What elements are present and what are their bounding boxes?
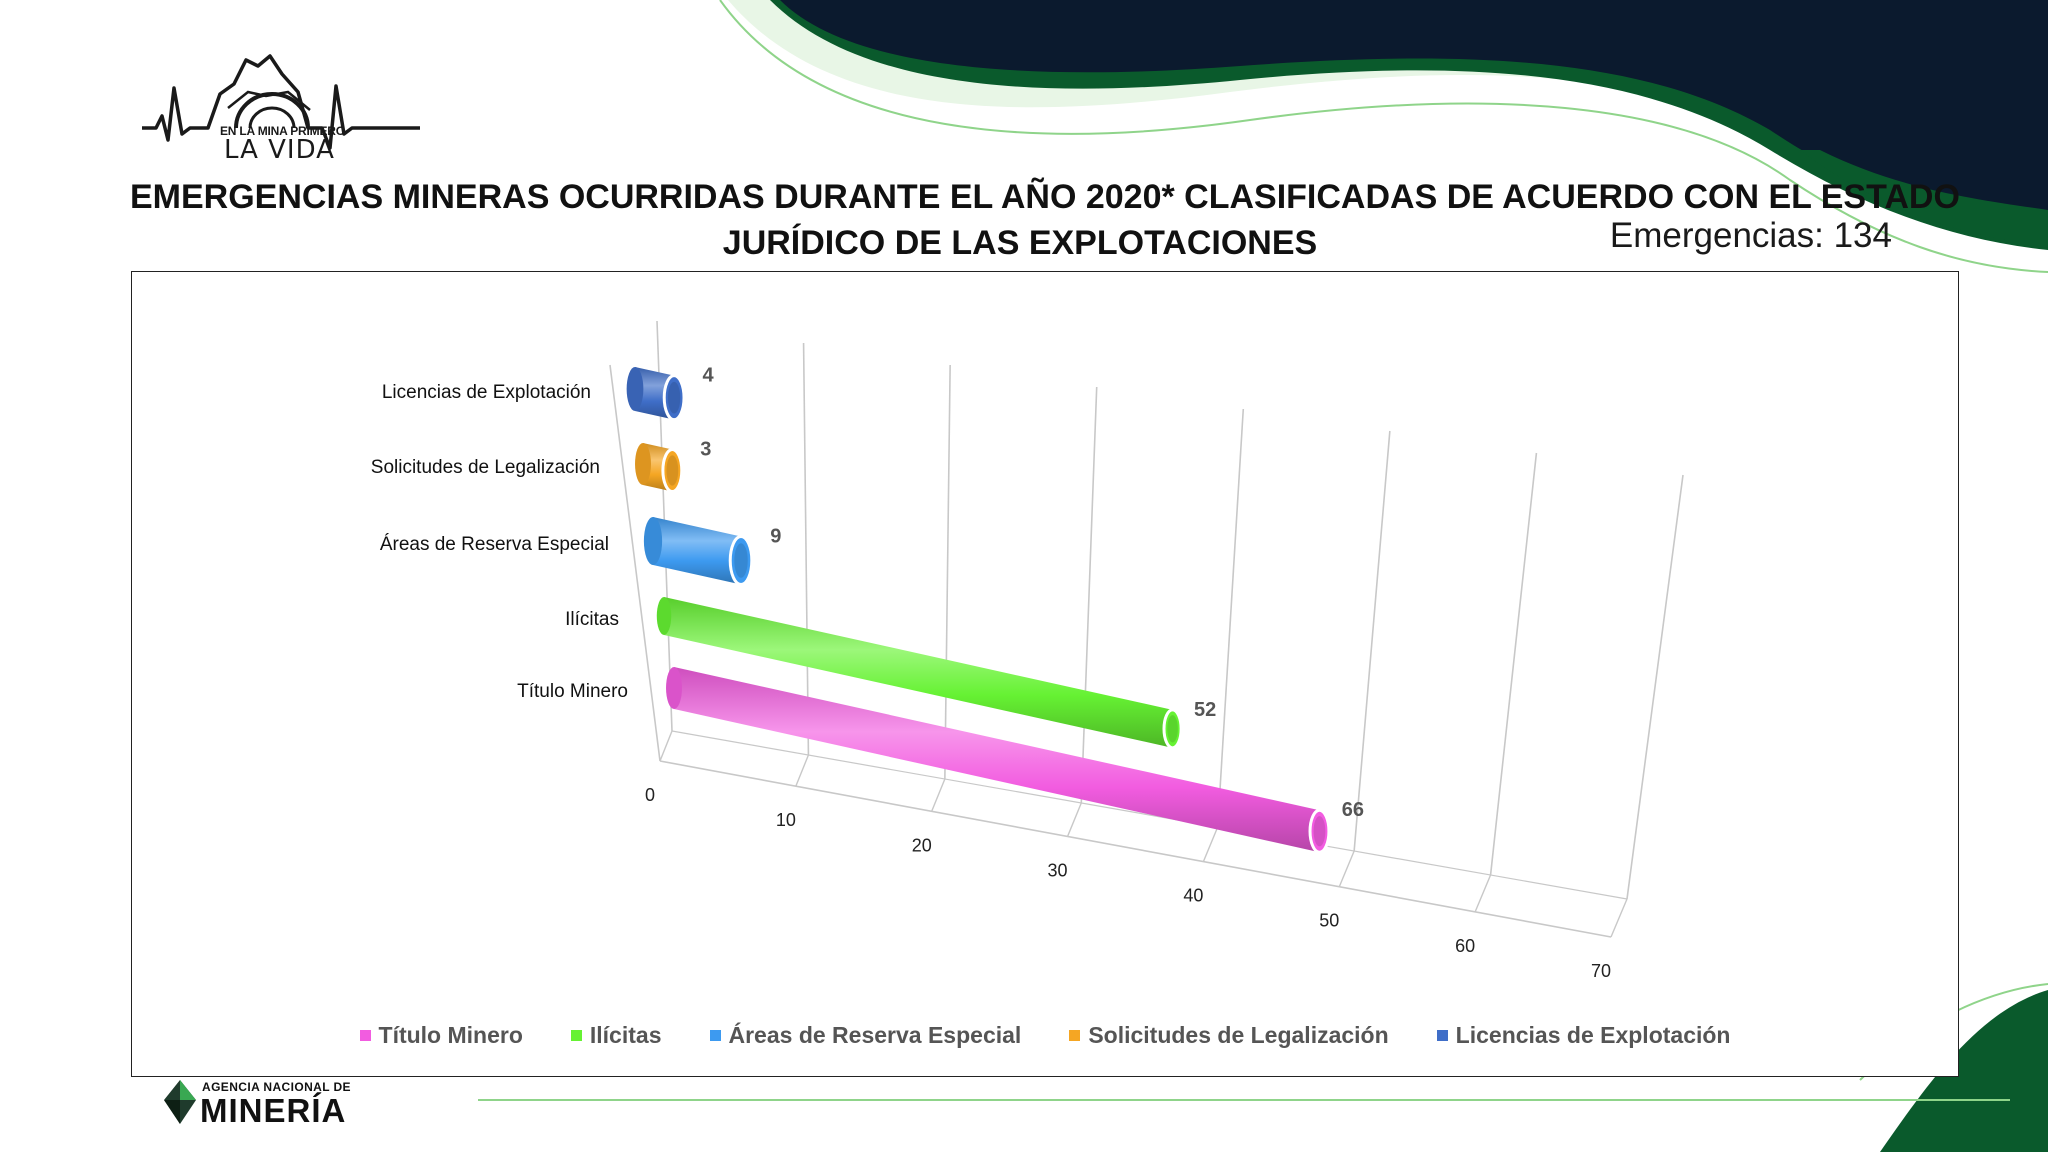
logo-tagline: EN LA MINA PRIMERO bbox=[220, 124, 345, 138]
legend-label: Áreas de Reserva Especial bbox=[728, 1022, 1022, 1048]
wall-gridline bbox=[1353, 430, 1391, 852]
legend-item: Ilícitas bbox=[570, 1022, 662, 1049]
legend-swatch bbox=[1436, 1030, 1448, 1041]
floor-gridline bbox=[1066, 802, 1082, 837]
legend-item: Áreas de Reserva Especial bbox=[709, 1022, 1022, 1049]
legend-swatch bbox=[359, 1030, 371, 1041]
floor-gridline bbox=[1610, 898, 1628, 938]
bar-start-cap bbox=[666, 667, 682, 709]
x-tick-label: 30 bbox=[1048, 860, 1068, 880]
legend-item: Título Minero bbox=[359, 1022, 523, 1049]
bar-end-cap-inner bbox=[666, 455, 679, 486]
top-right-thin-line bbox=[719, 0, 2048, 273]
category-label: Ilícitas bbox=[565, 609, 619, 630]
bar-3 bbox=[664, 597, 1173, 748]
bar-start-cap bbox=[643, 517, 663, 565]
legend-swatch bbox=[570, 1030, 582, 1041]
legend-label: Licencias de Explotación bbox=[1455, 1022, 1731, 1048]
wall-gridline bbox=[1080, 386, 1098, 804]
wall-gridline bbox=[1489, 452, 1538, 876]
bar-4 bbox=[674, 667, 1320, 853]
x-tick-label: 70 bbox=[1591, 961, 1611, 981]
bar-end-cap-inner bbox=[734, 543, 748, 578]
data-label: 66 bbox=[1342, 799, 1364, 821]
bottom-right-green-wave bbox=[1880, 990, 2048, 1152]
page-title: EMERGENCIAS MINERAS OCURRIDAS DURANTE EL… bbox=[130, 174, 1960, 266]
data-label: 3 bbox=[700, 439, 711, 461]
floor-back-edge bbox=[671, 730, 1628, 900]
x-tick-label: 60 bbox=[1455, 936, 1475, 956]
bar-end-cap-inner bbox=[1167, 715, 1178, 743]
category-label: Licencias de Explotación bbox=[382, 382, 591, 403]
x-tick-label: 20 bbox=[912, 835, 932, 855]
agency-name-line-1: AGENCIA NACIONAL DE bbox=[202, 1080, 351, 1094]
category-axis-line bbox=[609, 364, 661, 762]
legend-label: Solicitudes de Legalización bbox=[1088, 1022, 1389, 1048]
top-right-green-accent bbox=[1800, 150, 2048, 246]
x-tick-label: 40 bbox=[1183, 886, 1203, 906]
title-line-2: JURÍDICO DE LAS EXPLOTACIONES bbox=[722, 224, 1318, 262]
category-label: Solicitudes de Legalización bbox=[371, 457, 600, 478]
floor-gridline bbox=[795, 754, 810, 787]
chart-legend: Título Minero Ilícitas Áreas de Reserva Es… bbox=[131, 1022, 1959, 1049]
data-label: 4 bbox=[702, 365, 714, 387]
legend-label: Título Minero bbox=[378, 1022, 523, 1048]
category-label: Áreas de Reserva Especial bbox=[380, 534, 609, 555]
bar-start-cap bbox=[656, 597, 672, 635]
x-tick-label: 0 bbox=[645, 785, 655, 805]
bar-2 bbox=[653, 517, 742, 585]
top-right-navy-wave bbox=[780, 0, 2048, 232]
legend-swatch bbox=[709, 1030, 721, 1041]
data-label: 9 bbox=[770, 526, 781, 548]
category-label: Título Minero bbox=[517, 681, 628, 702]
floor-gridline bbox=[1338, 850, 1355, 887]
floor-gridline bbox=[659, 730, 673, 762]
floor-gridline bbox=[931, 778, 946, 812]
bar-end-cap-inner bbox=[667, 381, 681, 414]
legend-item: Licencias de Explotación bbox=[1436, 1022, 1731, 1049]
chart-frame bbox=[131, 271, 1959, 1077]
bar-start-cap bbox=[635, 443, 651, 485]
wall-gridline bbox=[944, 364, 951, 780]
heartbeat-mountain-icon bbox=[142, 54, 420, 150]
bar-end-cap-inner bbox=[1313, 816, 1326, 847]
x-tick-label: 10 bbox=[776, 810, 796, 830]
wall-gridline bbox=[1626, 474, 1684, 900]
emergency-count: Emergencias: 134 bbox=[1609, 216, 1892, 255]
vida-logo: EN LA MINA PRIMERO LA VIDA bbox=[138, 48, 428, 166]
bar-chart: 0 10 20 30 40 50 60 70 Licencias de Explotación… bbox=[371, 320, 1684, 981]
wall-gridline bbox=[1216, 408, 1245, 828]
diamond-icon bbox=[164, 1080, 196, 1124]
agency-logo: AGENCIA NACIONAL DE MINERÍA bbox=[160, 1076, 370, 1132]
data-label: 52 bbox=[1194, 699, 1216, 721]
legend-swatch bbox=[1069, 1030, 1081, 1041]
legend-label: Ilícitas bbox=[589, 1022, 662, 1048]
floor-front-edge bbox=[659, 760, 1612, 938]
legend-item: Solicitudes de Legalización bbox=[1069, 1022, 1389, 1049]
title-line-1: EMERGENCIAS MINERAS OCURRIDAS DURANTE EL… bbox=[130, 178, 1960, 216]
floor-gridline bbox=[1474, 874, 1492, 913]
floor-gridline bbox=[1202, 826, 1219, 862]
wall-gridline bbox=[802, 342, 810, 756]
agency-name-line-2: MINERÍA bbox=[200, 1092, 347, 1129]
logo-main-text: LA VIDA bbox=[224, 135, 335, 165]
bar-start-cap bbox=[626, 367, 644, 411]
x-tick-label: 50 bbox=[1319, 911, 1339, 931]
